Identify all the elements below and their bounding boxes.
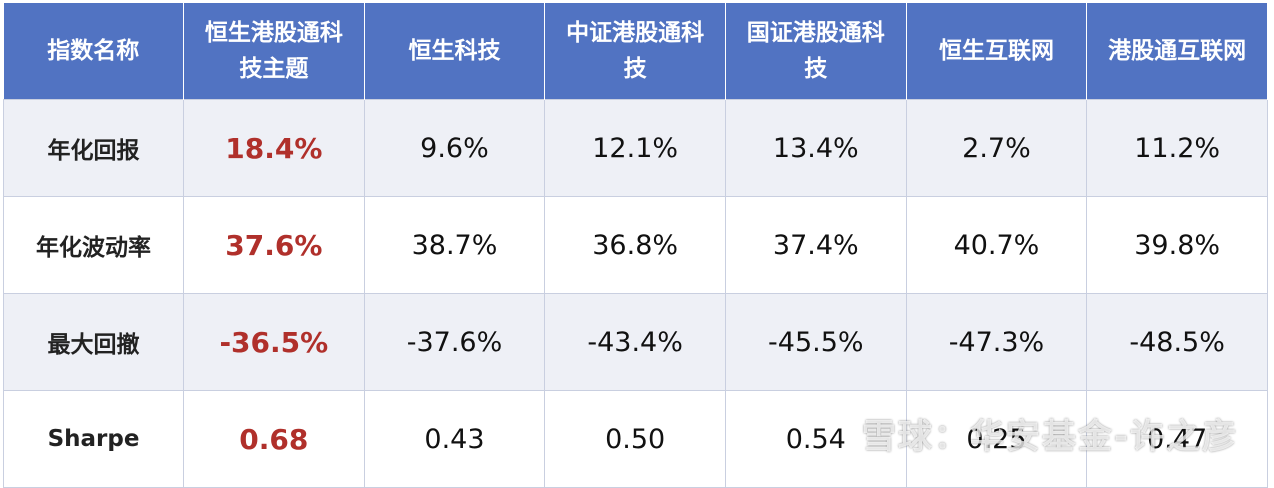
cell: 18.4% [183, 99, 365, 197]
row-label: 年化回报 [3, 99, 184, 197]
watermark: 雪球：华安基金-许之彦 [861, 417, 1238, 457]
table-row: 年化波动率 37.6% 38.7% 36.8% 37.4% 40.7% 39.8% [3, 196, 1268, 294]
comparison-table: 指数名称 恒生港股通科技主题 恒生科技 中证港股通科技 国证港股通科技 恒生互联网 港股通互… [3, 3, 1268, 488]
cell: 38.7% [363, 196, 546, 294]
cell: -47.3% [905, 293, 1088, 391]
table-row: Sharpe 0.68 0.43 0.50 0.54 0.25 0.47 [3, 390, 1268, 488]
table-header: 指数名称 恒生港股通科技主题 恒生科技 中证港股通科技 国证港股通科技 恒生互联网 港股通互… [3, 3, 1268, 100]
cell: 13.4% [724, 99, 907, 197]
cell: 37.4% [724, 196, 907, 294]
row-label: 最大回撤 [3, 293, 184, 391]
header-cell: 港股通互联网 [1086, 3, 1268, 100]
cell: -45.5% [724, 293, 907, 391]
table-body: 年化回报 18.4% 9.6% 12.1% 13.4% 2.7% 11.2% 年化波动率 37.… [3, 99, 1268, 488]
cell: 2.7% [905, 99, 1088, 197]
header-cell: 指数名称 [3, 3, 184, 100]
cell: 36.8% [544, 196, 726, 294]
cell: -36.5% [183, 293, 365, 391]
cell: -37.6% [363, 293, 546, 391]
header-cell: 恒生互联网 [906, 3, 1088, 100]
cell: -48.5% [1086, 293, 1268, 391]
cell: 40.7% [905, 196, 1088, 294]
cell: -43.4% [544, 293, 726, 391]
table-row: 最大回撤 -36.5% -37.6% -43.4% -45.5% -47.3% -48.5% [3, 293, 1268, 391]
table-row: 年化回报 18.4% 9.6% 12.1% 13.4% 2.7% 11.2% [3, 99, 1268, 197]
cell: 0.43 [363, 390, 546, 488]
cell: 0.54 [724, 390, 907, 488]
cell: 11.2% [1086, 99, 1268, 197]
header-row: 指数名称 恒生港股通科技主题 恒生科技 中证港股通科技 国证港股通科技 恒生互联网 港股通互… [3, 3, 1268, 100]
header-cell: 恒生港股通科技主题 [183, 3, 365, 100]
header-cell: 恒生科技 [364, 3, 546, 100]
cell: 0.25 [905, 390, 1088, 488]
row-label: Sharpe [3, 390, 184, 488]
cell: 12.1% [544, 99, 726, 197]
cell: 0.47 [1086, 390, 1268, 488]
cell: 9.6% [363, 99, 546, 197]
cell: 39.8% [1086, 196, 1268, 294]
row-label: 年化波动率 [3, 196, 184, 294]
cell: 0.68 [183, 390, 365, 488]
header-cell: 国证港股通科技 [725, 3, 907, 100]
header-cell: 中证港股通科技 [544, 3, 726, 100]
cell: 0.50 [544, 390, 726, 488]
cell: 37.6% [183, 196, 365, 294]
